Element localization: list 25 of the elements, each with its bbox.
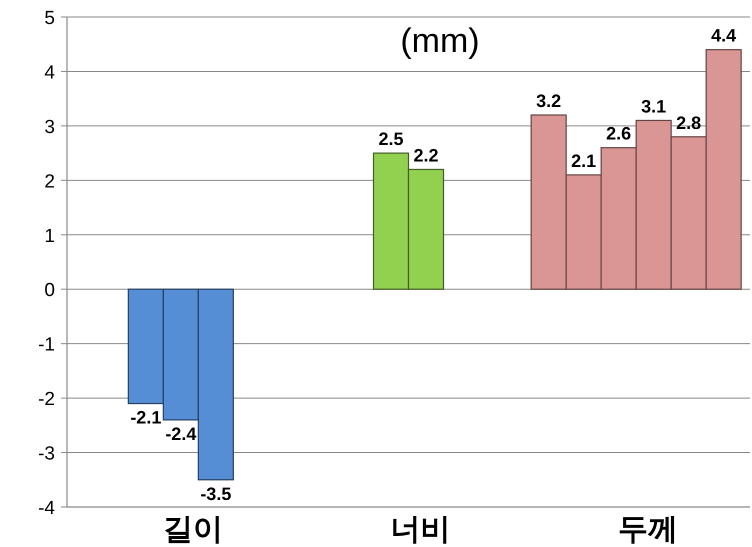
y-tick-label: -4 [38, 498, 56, 519]
data-label: 4.4 [711, 26, 736, 46]
y-tick-label: 5 [44, 8, 55, 29]
chart-title: (mm) [400, 22, 480, 60]
data-label: 3.1 [641, 96, 666, 116]
data-label: -3.5 [200, 484, 232, 504]
x-tick-label: 길이 [162, 513, 223, 546]
data-label: -2.1 [130, 408, 162, 428]
data-label: -2.4 [165, 424, 196, 444]
data-label: 2.6 [606, 124, 632, 144]
data-label: 3.2 [536, 91, 562, 111]
y-tick-label: -3 [38, 444, 55, 465]
y-tick-label: -2 [38, 389, 55, 410]
y-tick-label: 2 [44, 171, 55, 192]
data-label: 2.8 [676, 112, 702, 133]
data-label: 2.1 [571, 150, 596, 171]
y-tick-label: 3 [44, 116, 55, 138]
y-tick-label: -1 [38, 334, 55, 356]
data-label: 2.5 [378, 129, 404, 150]
x-tick-label: 너비 [390, 513, 450, 546]
y-tick-label: 4 [44, 62, 56, 84]
y-tick-label: 0 [44, 280, 55, 302]
x-tick-label: 두께 [618, 513, 678, 546]
y-tick-label: 1 [44, 226, 55, 247]
data-label: 2.2 [413, 145, 439, 166]
